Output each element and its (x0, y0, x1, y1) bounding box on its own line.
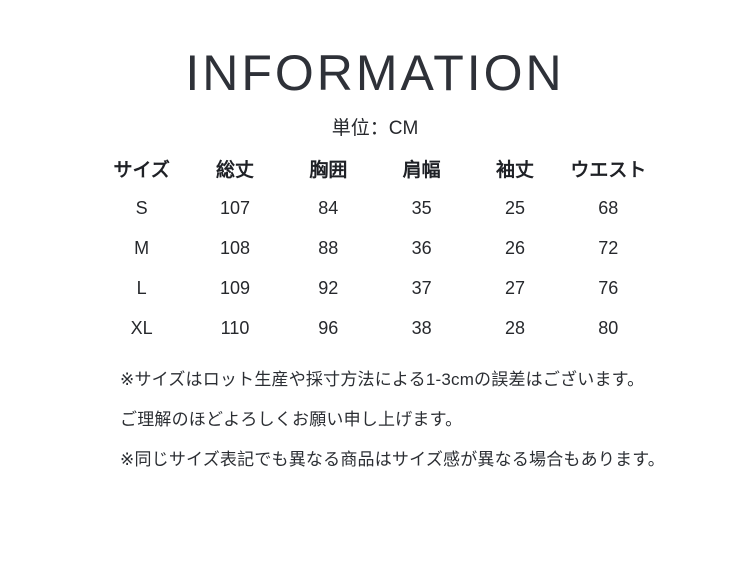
column-header-chest: 胸囲 (309, 160, 348, 182)
cell-waist: 76 (598, 278, 619, 299)
table-row-xl: XL 110 96 38 28 80 (95, 309, 655, 349)
cell-chest: 84 (318, 198, 339, 219)
cell-length: 107 (219, 198, 251, 219)
table-row-s: S 107 84 35 25 68 (95, 189, 655, 229)
cell-waist: 72 (598, 238, 619, 259)
column-header-shoulder: 肩幅 (402, 160, 441, 182)
cell-length: 108 (219, 238, 251, 259)
note-understanding: ご理解のほどよろしくお願い申し上げます。 (120, 409, 463, 429)
cell-size: L (136, 278, 147, 299)
column-header-waist: ウエスト (570, 160, 647, 182)
cell-sleeve: 27 (504, 278, 525, 299)
cell-shoulder: 35 (411, 198, 432, 219)
cell-waist: 80 (598, 318, 619, 339)
cell-chest: 88 (318, 238, 339, 259)
size-table: サイズ 総丈 胸囲 肩幅 袖丈 ウエスト S 107 84 35 25 68 M… (95, 149, 655, 349)
column-header-size: サイズ (113, 160, 170, 182)
cell-sleeve: 28 (504, 318, 525, 339)
cell-length: 109 (219, 278, 251, 299)
cell-shoulder: 37 (411, 278, 432, 299)
cell-chest: 92 (318, 278, 339, 299)
cell-length: 110 (220, 318, 250, 339)
page-title: INFORMATION (185, 45, 565, 101)
column-header-length: 総丈 (215, 160, 254, 182)
cell-size: XL (130, 318, 153, 339)
notes-section: ※サイズはロット生産や採寸方法による1-3cmの誤差はございます。 ご理解のほど… (120, 371, 750, 468)
note-tolerance: ※サイズはロット生産や採寸方法による1-3cmの誤差はございます。 (120, 369, 645, 389)
cell-sleeve: 25 (504, 198, 525, 219)
cell-size: S (135, 198, 148, 219)
cell-sleeve: 26 (504, 238, 525, 259)
cell-waist: 68 (598, 198, 619, 219)
unit-label: 単位：CM (331, 118, 419, 139)
table-row-m: M 108 88 36 26 72 (95, 229, 655, 269)
cell-size: M (134, 238, 150, 259)
table-header-row: サイズ 総丈 胸囲 肩幅 袖丈 ウエスト (95, 149, 655, 189)
cell-shoulder: 36 (411, 238, 432, 259)
column-header-sleeve: 袖丈 (495, 160, 534, 182)
cell-shoulder: 38 (411, 318, 432, 339)
cell-chest: 96 (318, 318, 339, 339)
table-row-l: L 109 92 37 27 76 (95, 269, 655, 309)
note-size-variation: ※同じサイズ表記でも異なる商品はサイズ感が異なる場合もあります。 (120, 449, 665, 469)
